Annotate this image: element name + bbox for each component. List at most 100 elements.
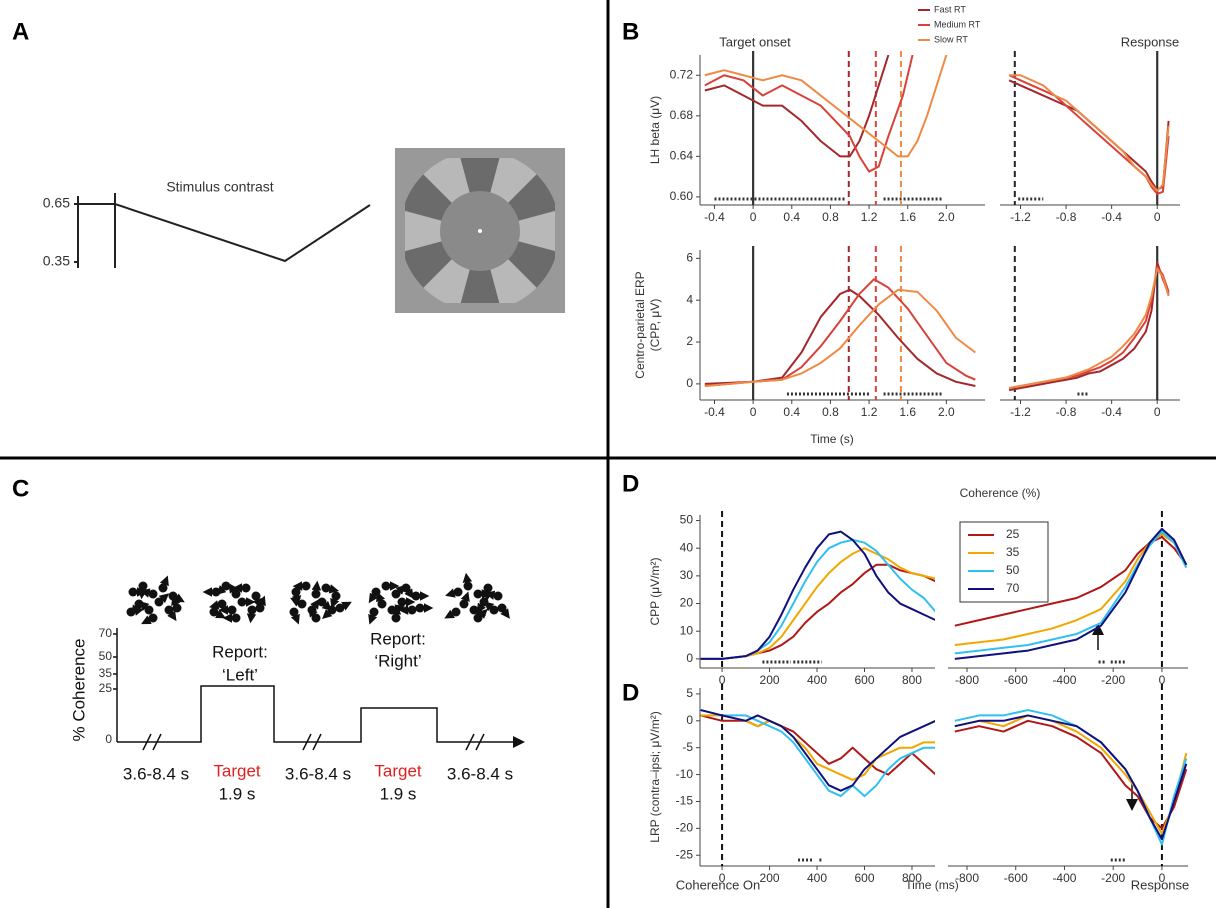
x-tick-label: 800 xyxy=(902,871,922,885)
dot xyxy=(148,613,158,623)
y-axis-label: CPP (μV/m²) xyxy=(648,557,662,625)
series-group xyxy=(1008,74,1170,195)
y-tick-label: 50 xyxy=(680,513,694,527)
duration: 1.9 s xyxy=(219,784,256,803)
tick-label: 70 xyxy=(99,626,113,640)
report-label: Report: xyxy=(370,629,426,648)
x-tick-label: 0 xyxy=(1159,871,1166,885)
x-tick-label: 0 xyxy=(750,405,757,419)
y-tick-label: 40 xyxy=(680,540,694,554)
y-tick-label: -5 xyxy=(682,740,693,754)
series-line xyxy=(1008,79,1170,191)
dot xyxy=(148,589,158,599)
series-line xyxy=(704,288,976,387)
dot xyxy=(164,605,174,615)
series-line xyxy=(704,55,890,158)
fixation xyxy=(478,229,482,233)
interval: 3.6-8.4 s xyxy=(123,764,189,783)
y-tick-label: 0.68 xyxy=(670,108,694,122)
dot xyxy=(369,607,379,617)
dot xyxy=(371,587,381,597)
dot xyxy=(331,591,341,601)
coherence-trace xyxy=(113,628,525,751)
contrast-title: Stimulus contrast xyxy=(166,179,273,195)
legend-label: Medium RT xyxy=(934,19,981,29)
dot xyxy=(301,581,311,591)
dot xyxy=(317,597,327,607)
x-tick-label: 0 xyxy=(719,871,726,885)
dot xyxy=(479,597,489,607)
y-tick-label: 6 xyxy=(686,251,693,265)
interval: 3.6-8.4 s xyxy=(447,764,513,783)
dot xyxy=(221,581,231,591)
dot xyxy=(489,605,499,615)
series-line xyxy=(700,709,935,798)
series-group xyxy=(954,709,1188,846)
dot xyxy=(237,597,247,607)
panel-label: D xyxy=(622,470,639,497)
x-tick-label: 0.4 xyxy=(783,210,800,224)
series-group xyxy=(700,709,935,798)
dot xyxy=(247,605,257,615)
y-tick-label: 0 xyxy=(686,651,693,665)
dot xyxy=(483,583,493,593)
legend-label: Slow RT xyxy=(934,34,968,44)
y-tick-label: 4 xyxy=(686,292,693,306)
x-tick-label: -0.4 xyxy=(704,210,725,224)
dot xyxy=(255,603,265,613)
dot xyxy=(411,591,421,601)
series-line xyxy=(700,709,935,792)
dot xyxy=(401,583,411,593)
dot xyxy=(311,589,321,599)
y-tick-label: -20 xyxy=(676,821,694,835)
dot xyxy=(391,613,401,623)
chart: -1.2 -0.8 -0.4 0 xyxy=(1000,246,1180,419)
series-line xyxy=(704,288,976,387)
chart: -0.4 0 0.4 0.8 1.2 1.6 2.0 0 2 4 6 Centro-parietal … xyxy=(633,246,985,446)
dot xyxy=(473,613,483,623)
duration: 1.9 s xyxy=(380,784,417,803)
series-group xyxy=(700,530,935,660)
x-tick-label: -0.4 xyxy=(1101,210,1122,224)
legend-label: Fast RT xyxy=(934,4,966,14)
y-tick-label: 0 xyxy=(686,376,693,390)
dot xyxy=(241,583,251,593)
x-tick-label: -600 xyxy=(1004,871,1028,885)
dot xyxy=(126,607,136,617)
tick-label: 0.65 xyxy=(43,195,70,211)
series-line xyxy=(954,714,1188,835)
x-axis-label: Time (s) xyxy=(810,432,854,446)
dot xyxy=(397,597,407,607)
x-tick-label: 0 xyxy=(750,210,757,224)
chart: 0 200 400 600 800 5 0 -5 -10 -15 -20 -25 LRP (contra… xyxy=(648,684,959,892)
dot xyxy=(377,599,387,609)
tick-label: 35 xyxy=(99,666,113,680)
x-tick-label: -0.8 xyxy=(1056,210,1077,224)
tick-label: 25 xyxy=(99,681,113,695)
x-tick-label: 1.2 xyxy=(861,405,878,419)
series-line xyxy=(1008,267,1170,390)
y-tick-label: 0.60 xyxy=(670,189,694,203)
x-tick-label: 2.0 xyxy=(938,210,955,224)
y-axis-label: LH beta (μV) xyxy=(648,96,662,164)
dot xyxy=(497,603,507,613)
chart: -0.4 0 0.4 0.8 1.2 1.6 2.0 0.60 0.64 0.68 0.72 LH b… xyxy=(648,4,985,224)
panel-label: B xyxy=(622,18,639,45)
tick-label: 50 xyxy=(99,649,113,663)
frame xyxy=(395,148,565,313)
dot xyxy=(415,603,425,613)
x-tick-label: 600 xyxy=(854,673,874,687)
legend-label: 35 xyxy=(1006,545,1020,559)
series-group xyxy=(1008,261,1170,392)
x-tick-label: 600 xyxy=(854,871,874,885)
x-tick-label: -800 xyxy=(955,673,979,687)
y-tick-label: 0.72 xyxy=(670,67,694,81)
dot xyxy=(381,581,391,591)
chart: -800 -600 -400 -200 0 xyxy=(948,511,1188,687)
dot xyxy=(407,605,417,615)
dot xyxy=(289,607,299,617)
chart: -1.2 -0.8 -0.4 0 Response xyxy=(1000,34,1180,224)
y-axis-label: LRP (contra–ipsi; μV/m²) xyxy=(648,711,662,842)
y-tick-label: 30 xyxy=(680,568,694,582)
